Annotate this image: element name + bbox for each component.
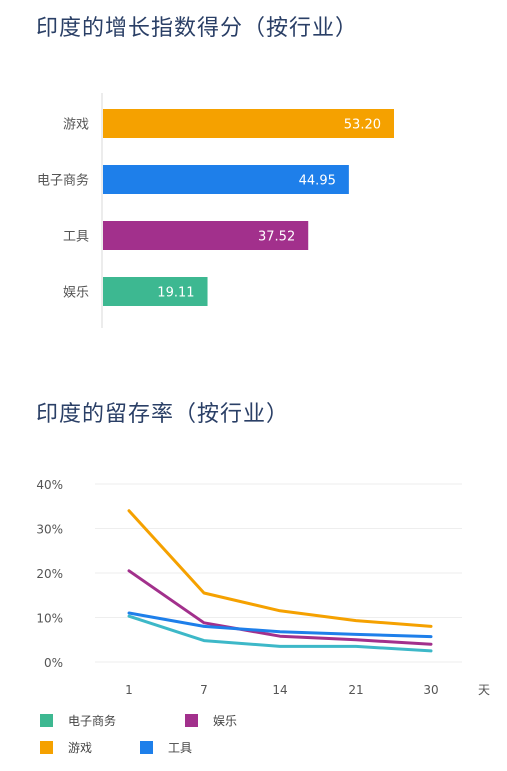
- y-tick-label: 10%: [36, 612, 63, 626]
- legend-item: 游戏: [40, 741, 92, 755]
- bar-value-label: 37.52: [258, 230, 295, 245]
- bar-value-label: 19.11: [157, 286, 194, 301]
- legend-item: 电子商务: [40, 713, 116, 728]
- growth-chart-title: 印度的增长指数得分（按行业）: [36, 16, 359, 41]
- bar-category-label: 工具: [63, 230, 89, 245]
- bar-value-label: 44.95: [299, 174, 336, 189]
- series-line-2: [127, 569, 433, 646]
- legend-item: 娱乐: [185, 714, 237, 728]
- legend-swatch: [185, 714, 198, 727]
- legend-item: 工具: [140, 741, 192, 755]
- bar-1: [103, 109, 394, 138]
- series-line-4: [127, 611, 433, 639]
- legend-label: 游戏: [68, 741, 92, 755]
- bar-category-label: 娱乐: [63, 286, 89, 301]
- legend-swatch: [40, 714, 53, 727]
- growth-index-bar-chart: 游戏 53.20 电子商务 44.95 工具 37.52 娱乐 19.11: [37, 93, 394, 328]
- legend-swatch: [140, 741, 153, 754]
- bar-category-label: 游戏: [63, 118, 89, 133]
- legend-label: 电子商务: [68, 713, 116, 728]
- x-tick-label: 1: [125, 683, 133, 697]
- x-tick-label: 7: [200, 683, 208, 697]
- y-tick-label: 30%: [36, 523, 63, 537]
- x-tick-label: 30: [423, 683, 438, 697]
- retention-chart-title: 印度的留存率（按行业）: [36, 402, 290, 427]
- series-line-1: [127, 614, 433, 653]
- y-tick-label: 40%: [36, 478, 63, 492]
- series-line-3: [127, 509, 433, 628]
- y-tick-label: 20%: [36, 567, 63, 581]
- bar-category-label: 电子商务: [37, 173, 89, 189]
- x-tick-label: 21: [348, 683, 363, 697]
- legend-label: 娱乐: [213, 714, 237, 728]
- legend-swatch: [40, 741, 53, 754]
- y-tick-label: 0%: [44, 656, 63, 670]
- bar-4: [103, 277, 208, 306]
- x-axis-label: 天: [478, 683, 490, 697]
- bar-2: [103, 165, 349, 194]
- legend-label: 工具: [168, 741, 192, 755]
- x-tick-label: 14: [272, 683, 287, 697]
- bar-value-label: 53.20: [344, 118, 381, 133]
- bar-3: [103, 221, 309, 250]
